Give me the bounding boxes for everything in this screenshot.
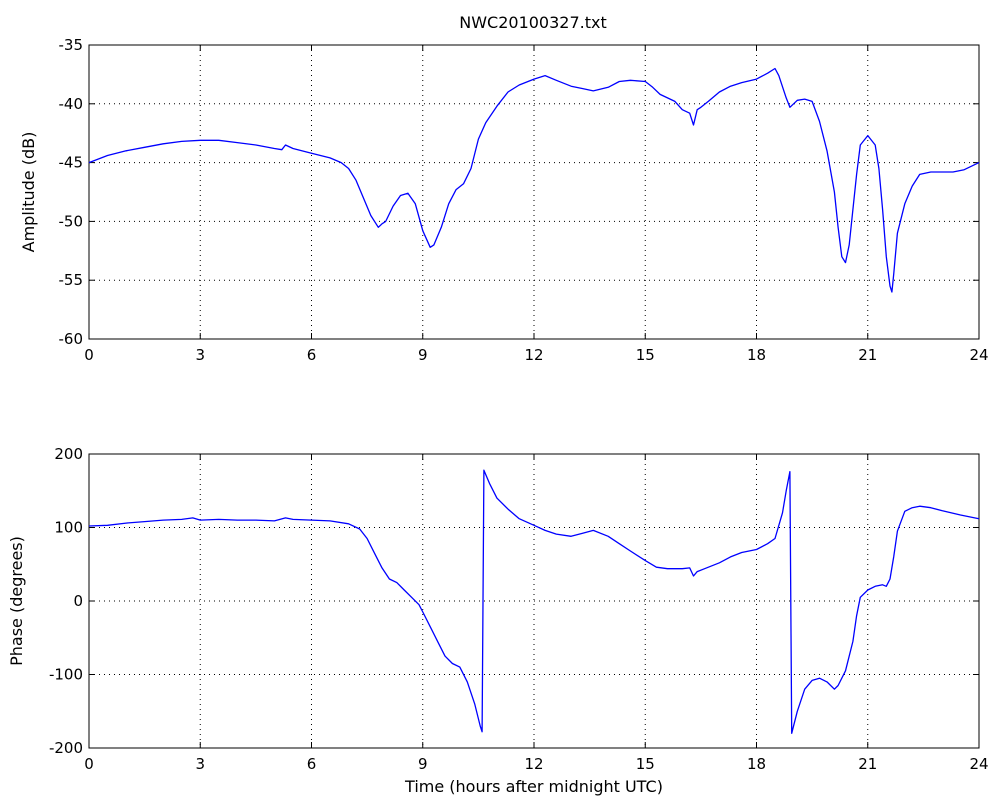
amplitude-y-tick-label: -60 [59, 330, 84, 348]
amplitude-x-tick-label: 15 [636, 346, 655, 364]
amplitude-axes-frame [88, 44, 980, 340]
phase-x-tick-label: 3 [195, 755, 205, 773]
amplitude-series-line [88, 67, 980, 293]
amplitude-y-tick-label: -50 [59, 212, 84, 230]
phase-x-tick-label: 12 [524, 755, 543, 773]
phase-x-tick-label: 21 [858, 755, 877, 773]
figure-title: NWC20100327.txt [459, 13, 607, 32]
phase-x-tick-label: 24 [969, 755, 988, 773]
phase-x-tick-label: 18 [747, 755, 766, 773]
phase-y-tick-label: 0 [73, 592, 83, 610]
phase-series-line [88, 469, 980, 734]
phase-x-tick-label: 9 [418, 755, 428, 773]
phase-x-tick-label: 0 [84, 755, 94, 773]
phase-x-axis-title: Time (hours after midnight UTC) [404, 777, 663, 796]
phase-x-tick-label: 15 [636, 755, 655, 773]
amplitude-y-tick-label: -35 [59, 36, 84, 54]
amplitude-x-tick-label: 0 [84, 346, 94, 364]
phase-x-tick-label: 6 [307, 755, 317, 773]
phase-y-tick-label: -200 [49, 739, 83, 757]
phase-y-tick-label: -100 [49, 666, 83, 684]
amplitude-x-tick-label: 12 [524, 346, 543, 364]
phase-panel: 0 3 6 9 12 15 18 21 24 -200 -100 0 100 200 Phase (degr… [7, 445, 989, 796]
phase-y-tick-label: 200 [54, 445, 83, 463]
amplitude-panel: 0 3 6 9 12 15 18 21 24 -60 -55 -50 -45 -40 -35 Amplitud… [19, 36, 989, 364]
amplitude-x-tick-label: 18 [747, 346, 766, 364]
amplitude-x-tick-label: 9 [418, 346, 428, 364]
amplitude-x-tick-label: 21 [858, 346, 877, 364]
amplitude-x-tick-label: 6 [307, 346, 317, 364]
amplitude-y-tick-label: -55 [59, 271, 84, 289]
amplitude-x-tick-label: 3 [195, 346, 205, 364]
amplitude-y-tick-label: -40 [59, 95, 84, 113]
amplitude-y-tick-label: -45 [59, 154, 84, 172]
amplitude-y-axis-title: Amplitude (dB) [19, 132, 38, 253]
phase-y-tick-label: 100 [54, 519, 83, 537]
phase-y-axis-title: Phase (degrees) [7, 536, 26, 666]
amplitude-x-tick-label: 24 [969, 346, 988, 364]
